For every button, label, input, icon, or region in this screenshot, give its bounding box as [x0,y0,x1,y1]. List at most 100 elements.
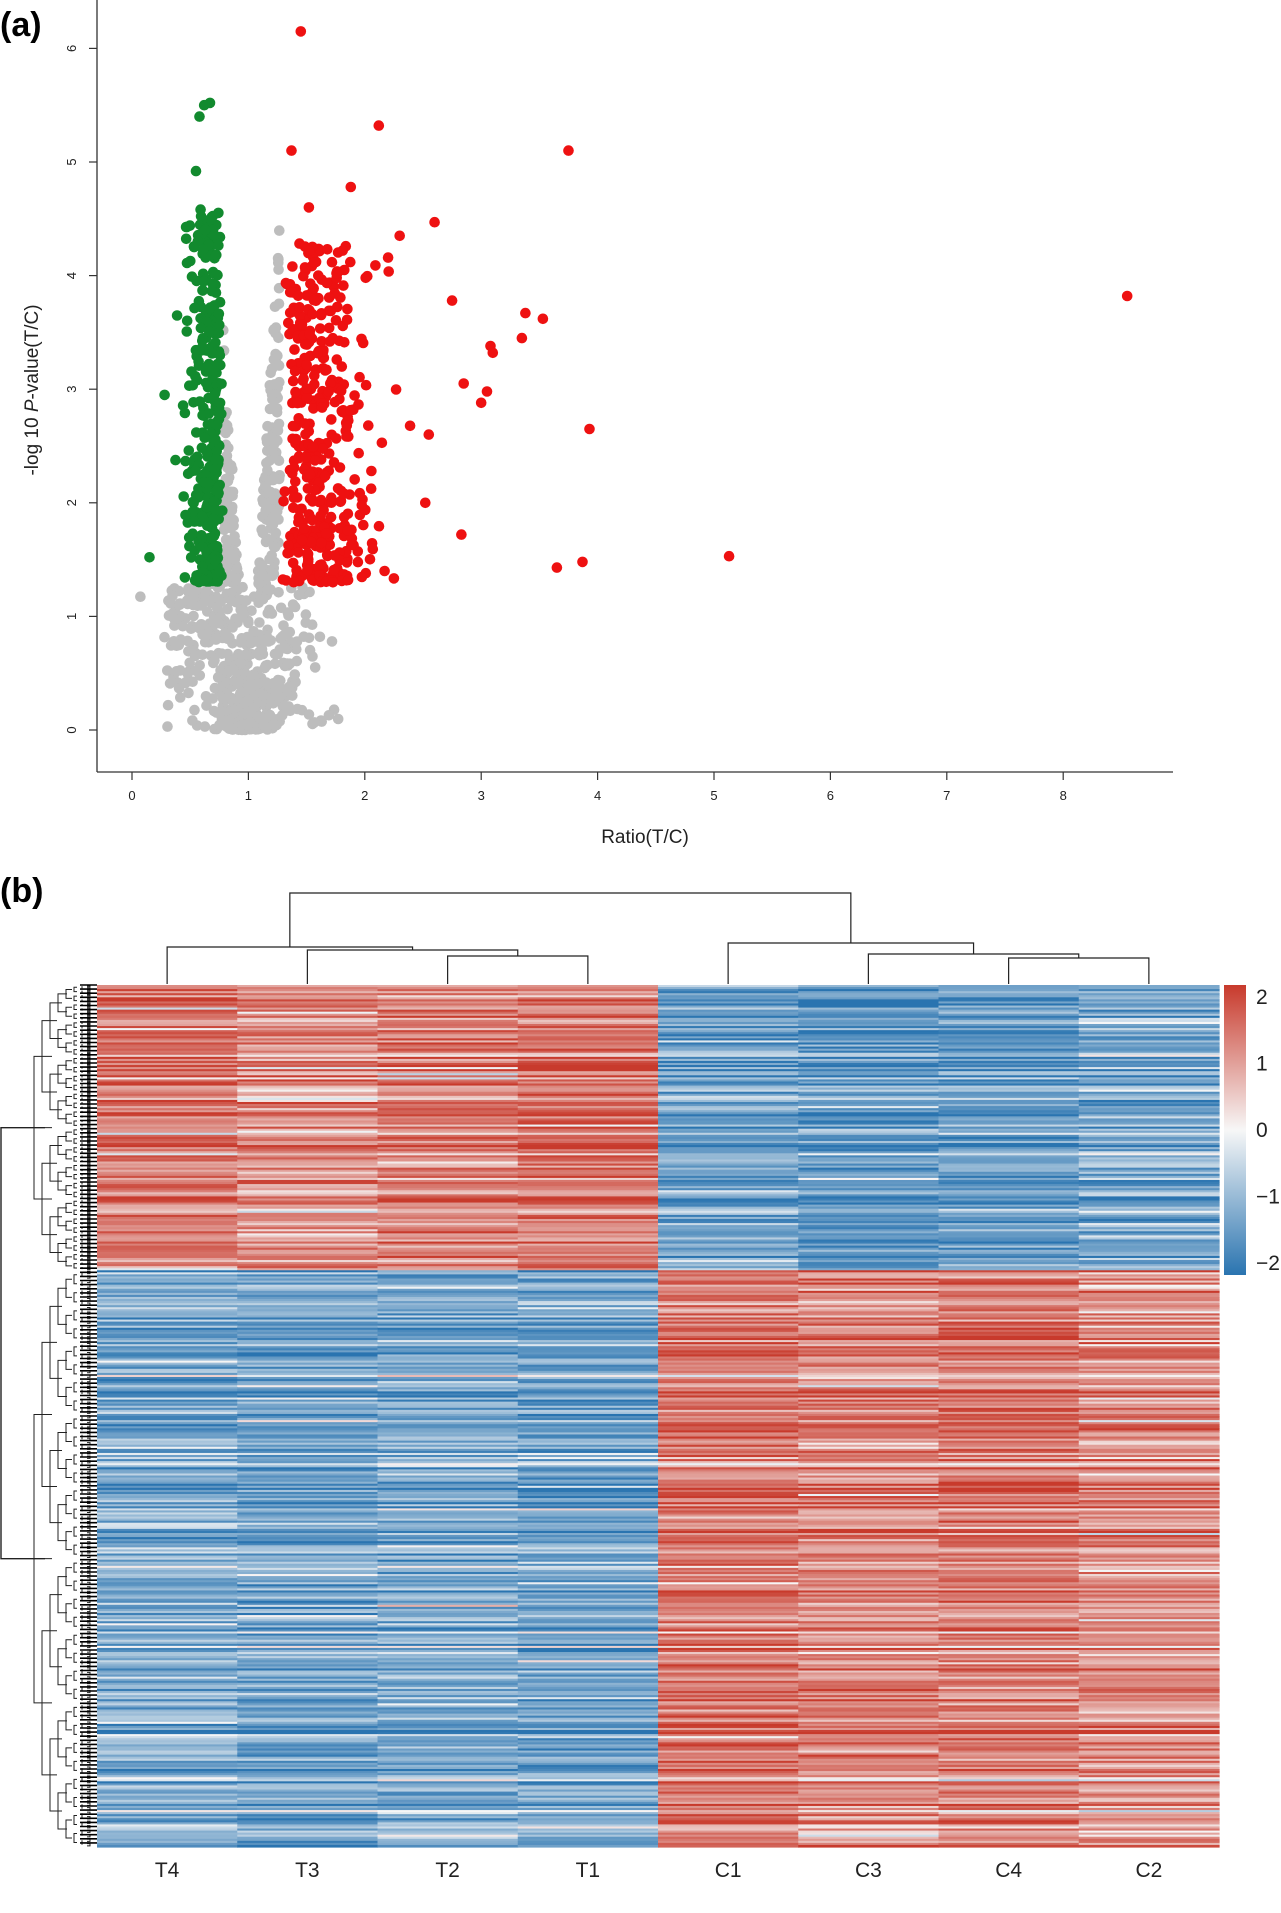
heatmap-cell [798,1590,940,1594]
heatmap-cell [658,1496,799,1499]
point-down [206,532,217,544]
heatmap-cell [377,1073,519,1076]
heatmap-cell [97,1555,238,1559]
heatmap-cell [658,1116,799,1119]
point-not-significant [180,676,192,688]
heatmap-cell [237,1358,379,1362]
heatmap-cell [97,1746,238,1750]
heatmap-cell [1078,1637,1220,1641]
heatmap-cell [517,1054,659,1058]
heatmap-cell [938,1286,1080,1290]
heatmap-cell [1078,1762,1220,1766]
heatmap-cell [658,1058,799,1062]
point-up [307,308,318,320]
heatmap-cell [517,1541,659,1544]
heatmap-cell [517,1307,659,1310]
heatmap-cell [938,1520,1080,1524]
heatmap-cell [377,1785,519,1789]
heatmap-cell [938,1335,1080,1339]
heatmap-cell [798,1303,940,1306]
dendrogram-branch [33,1055,52,1200]
heatmap-cell [658,1290,799,1294]
heatmap-cell [658,1783,799,1787]
heatmap-cell [798,1785,940,1789]
heatmap-cell [237,1264,379,1267]
heatmap-cell [377,1278,519,1282]
heatmap-cell [938,1132,1080,1136]
heatmap-cell [97,1496,238,1499]
heatmap-cell [658,1284,799,1288]
point-not-significant [291,636,303,647]
heatmap-cell [97,1288,238,1292]
heatmap-cell [1078,1530,1220,1534]
heatmap-cell [377,1721,519,1725]
heatmap-cell [798,1508,940,1512]
heatmap-cell [1078,1649,1220,1653]
heatmap-cell [798,1206,940,1210]
heatmap-cell [798,1832,940,1836]
heatmap-cell [798,1475,940,1479]
heatmap-cell [1078,1721,1220,1725]
heatmap-cell [377,1629,519,1633]
heatmap-cell [938,1038,1080,1042]
heatmap-cell [1078,1377,1220,1380]
heatmap-cell [377,1717,519,1721]
heatmap-cell [377,1810,519,1813]
heatmap-cell [798,1641,940,1645]
heatmap-cell [658,1604,799,1608]
heatmap-cell [798,1463,940,1466]
heatmap-cell [377,1411,519,1415]
heatmap-cell [1078,1416,1220,1419]
heatmap-cell [517,1321,659,1325]
heatmap-cell [237,1079,379,1083]
heatmap-cell [517,1284,659,1288]
heatmap-cell [798,1409,940,1413]
heatmap-cell [97,1233,238,1236]
heatmap-cell [377,1621,519,1624]
dendrogram-branch [87,998,91,1001]
heatmap-cell [377,1436,519,1440]
point-down [180,455,191,467]
heatmap-cell [377,1305,519,1308]
heatmap-cell [1078,1175,1220,1179]
heatmap-cell [377,1106,519,1109]
heatmap-cell [938,1321,1080,1325]
heatmap-cell [517,997,659,1000]
heatmap-cell [798,1740,940,1743]
heatmap-cell [237,1485,379,1489]
heatmap-cell [517,1838,659,1842]
heatmap-cell [658,1773,799,1776]
heatmap-cell [517,1303,659,1306]
heatmap-cell [377,1428,519,1431]
point-up [367,543,379,555]
heatmap-cell [938,1498,1080,1501]
heatmap-cell [377,1549,519,1553]
heatmap-cell [658,1079,799,1083]
heatmap-cell [1078,1647,1220,1651]
point-up [336,405,348,417]
heatmap-cell [658,1506,799,1509]
heatmap-cell [658,1771,799,1774]
heatmap-cell [517,1368,659,1372]
heatmap-cell [658,1606,799,1610]
point-down [210,504,221,515]
heatmap-cell [237,1506,379,1509]
point-up [356,500,368,511]
heatmap-cell [517,1795,659,1799]
heatmap-cell [237,1227,379,1230]
heatmap-cell [517,1691,659,1694]
heatmap-cell [97,1842,238,1846]
point-down [197,333,209,344]
heatmap-cell [938,1475,1080,1479]
point-down [198,276,209,287]
heatmap-cell [237,1442,379,1446]
heatmap-cell [377,1188,519,1191]
heatmap-cell [237,1377,379,1380]
heatmap-cell [938,1703,1080,1706]
heatmap-cell [377,1600,519,1604]
heatmap-cell [517,1163,659,1167]
heatmap-cell [938,1471,1080,1475]
heatmap-cell [237,1249,379,1253]
heatmap-cell [658,1050,799,1054]
heatmap-cell [938,1455,1080,1458]
